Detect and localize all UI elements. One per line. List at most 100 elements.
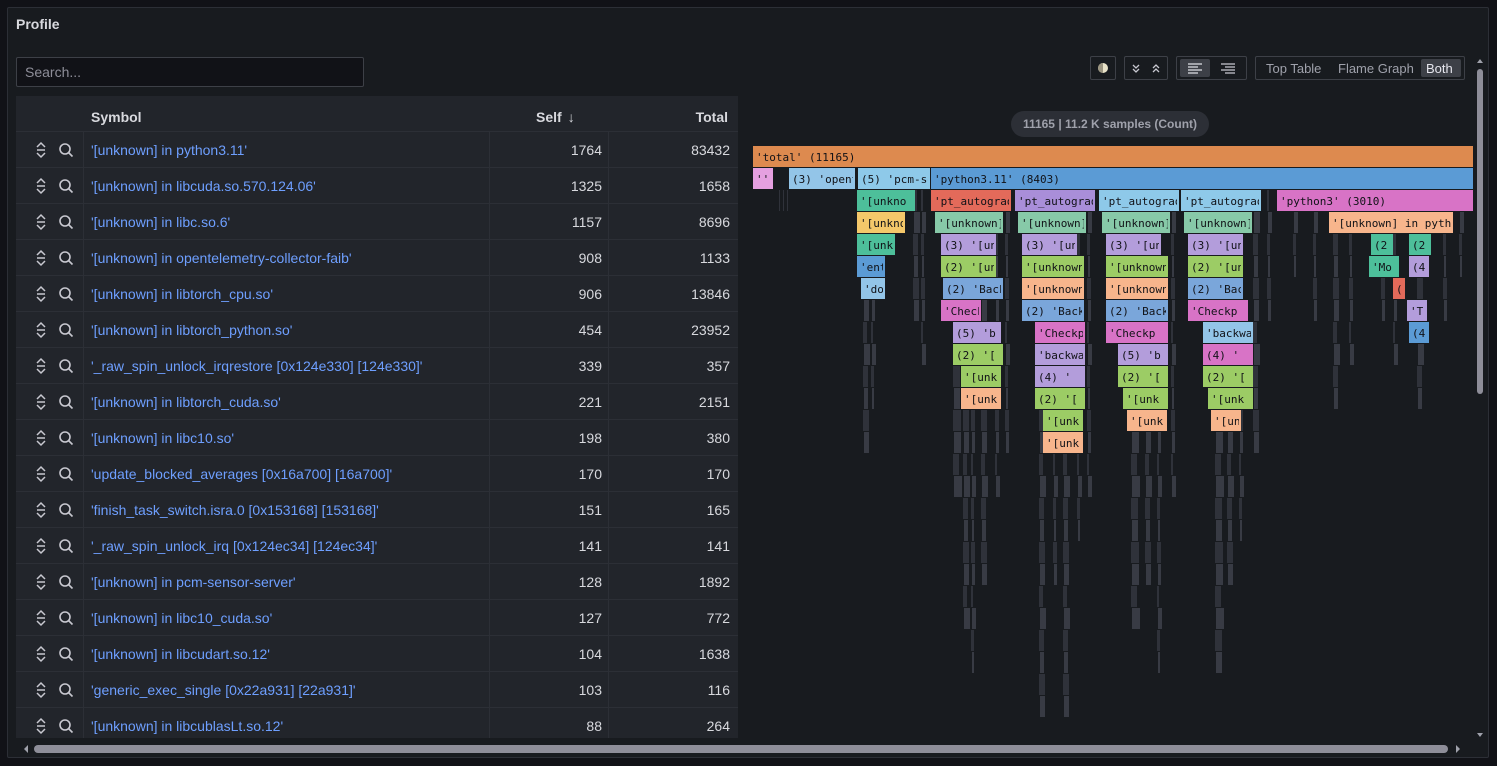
flame-frame-collapsed[interactable] (913, 278, 919, 299)
table-row[interactable]: '[unknown] in libtorch_python.so' 454 2395… (16, 312, 738, 348)
sandwich-view-icon[interactable] (34, 573, 48, 591)
flame-frame-collapsed[interactable] (1157, 454, 1159, 475)
flame-frame[interactable]: (5) 'b (1118, 344, 1168, 365)
flame-frame[interactable]: (4 (1409, 256, 1429, 277)
flame-frame[interactable]: (4 (1409, 322, 1429, 343)
flame-frame-collapsed[interactable] (1088, 212, 1092, 233)
flame-frame[interactable]: 'Checkp (1035, 322, 1085, 343)
table-row[interactable]: '[unknown] in pcm-sensor-server' 128 1892 (16, 564, 738, 600)
flame-frame[interactable]: '[unknown] (1184, 212, 1253, 233)
flame-frame[interactable]: (3) '[unk (1022, 234, 1085, 255)
flame-frame[interactable]: (5) 'pcm-se (858, 168, 934, 189)
flame-frame[interactable]: (3) '[unk (1188, 234, 1251, 255)
flame-frame[interactable]: 'Checkp (941, 300, 990, 321)
flame-frame[interactable]: (3 (1393, 278, 1409, 299)
sandwich-view-icon[interactable] (34, 717, 48, 735)
flame-frame-collapsed[interactable] (1333, 322, 1337, 343)
flame-frame-collapsed[interactable] (1172, 256, 1174, 277)
flame-frame[interactable]: '[unkno (857, 212, 906, 233)
expand-all-button[interactable] (1147, 59, 1165, 77)
flame-frame[interactable]: (2) 'Back (943, 278, 1006, 299)
flame-frame[interactable]: '[unk (1211, 410, 1247, 431)
flame-frame-collapsed[interactable] (1313, 234, 1316, 255)
flame-frame-collapsed[interactable] (1040, 520, 1044, 541)
flame-frame[interactable]: '[unknown] (1022, 278, 1091, 299)
symbol-link[interactable]: '[unknown] in libcuda.so.570.124.06' (91, 178, 316, 194)
flame-frame-collapsed[interactable] (982, 432, 987, 453)
flame-frame-collapsed[interactable] (1216, 564, 1223, 585)
search-icon[interactable] (58, 430, 74, 446)
flame-frame-collapsed[interactable] (1418, 344, 1424, 365)
flame-frame-collapsed[interactable] (1314, 300, 1317, 321)
flame-frame-collapsed[interactable] (1227, 498, 1232, 519)
flame-frame-collapsed[interactable] (1146, 476, 1152, 497)
flame-frame-collapsed[interactable] (1381, 278, 1385, 299)
view-flame-graph-button[interactable]: Flame Graph (1338, 61, 1414, 76)
flame-frame-collapsed[interactable] (1077, 234, 1080, 255)
flame-frame-collapsed[interactable] (1215, 498, 1222, 519)
flame-frame-collapsed[interactable] (982, 564, 987, 585)
flame-frame-collapsed[interactable] (1040, 608, 1046, 629)
flame-frame-collapsed[interactable] (1087, 366, 1090, 387)
column-header-total[interactable]: Total (695, 109, 728, 125)
table-row[interactable]: 'finish_task_switch.isra.0 [0x153168] [1… (16, 492, 738, 528)
flame-frame-collapsed[interactable] (995, 454, 997, 475)
flame-frame-collapsed[interactable] (1268, 212, 1272, 233)
flame-frame-collapsed[interactable] (1172, 432, 1175, 453)
flame-frame-collapsed[interactable] (1350, 300, 1353, 321)
flame-frame-collapsed[interactable] (1443, 234, 1446, 255)
flame-frame-collapsed[interactable] (1240, 476, 1244, 497)
flame-frame-collapsed[interactable] (1006, 212, 1010, 233)
flame-frame-collapsed[interactable] (922, 300, 925, 321)
flame-frame-collapsed[interactable] (971, 498, 974, 519)
flame-frame-collapsed[interactable] (1006, 344, 1010, 365)
flame-frame-collapsed[interactable] (1172, 388, 1174, 409)
sandwich-view-icon[interactable] (34, 285, 48, 303)
flame-frame-collapsed[interactable] (914, 300, 919, 321)
sandwich-view-icon[interactable] (34, 357, 48, 375)
flame-frame-collapsed[interactable] (1145, 454, 1149, 475)
flame-frame-collapsed[interactable] (1254, 300, 1259, 321)
flame-frame-collapsed[interactable] (1228, 432, 1233, 453)
flame-frame-collapsed[interactable] (1394, 300, 1397, 321)
flame-frame[interactable]: 'do (861, 278, 885, 299)
flame-frame-collapsed[interactable] (1254, 432, 1259, 453)
flame-frame-collapsed[interactable] (1215, 630, 1222, 651)
flame-frame-collapsed[interactable] (922, 256, 924, 277)
flame-frame-collapsed[interactable] (1382, 300, 1385, 321)
flame-frame-collapsed[interactable] (981, 454, 985, 475)
flame-frame-collapsed[interactable] (1157, 630, 1160, 651)
flame-frame[interactable]: 'total' (11165) (753, 146, 1473, 167)
flame-frame-collapsed[interactable] (1005, 322, 1007, 343)
flame-frame-collapsed[interactable] (1040, 476, 1046, 497)
flame-graph-canvas[interactable]: 'total' (11165)'' (3) 'opent (5) 'pcm-se'p… (745, 57, 1473, 747)
flame-frame-collapsed[interactable] (921, 234, 924, 255)
flame-frame-collapsed[interactable] (1172, 476, 1176, 497)
flame-frame[interactable]: 'pt_autograd (1099, 190, 1181, 211)
flame-frame-collapsed[interactable] (1158, 608, 1162, 629)
sandwich-view-icon[interactable] (34, 393, 48, 411)
search-icon[interactable] (58, 538, 74, 554)
table-row[interactable]: '[unknown] in opentelemetry-collector-fa… (16, 240, 738, 276)
flame-frame-collapsed[interactable] (1146, 564, 1151, 585)
table-row[interactable]: '_raw_spin_unlock_irq [0x124ec34] [124ec… (16, 528, 738, 564)
flame-frame-collapsed[interactable] (1040, 652, 1044, 673)
flame-frame[interactable]: '[unknown] (1106, 256, 1175, 277)
column-header-symbol[interactable]: Symbol (91, 109, 142, 125)
flame-frame-collapsed[interactable] (1350, 344, 1354, 365)
flame-frame-collapsed[interactable] (1087, 234, 1090, 255)
flame-frame-collapsed[interactable] (1216, 520, 1222, 541)
flame-frame-collapsed[interactable] (864, 344, 870, 365)
flame-frame-collapsed[interactable] (1087, 278, 1091, 299)
flame-frame[interactable]: (2 (1409, 234, 1431, 255)
flame-frame[interactable]: '[unknown] (1106, 278, 1175, 299)
flame-frame-collapsed[interactable] (1077, 498, 1080, 519)
view-top-table-button[interactable]: Top Table (1266, 61, 1322, 76)
search-icon[interactable] (58, 214, 74, 230)
flame-frame[interactable]: '[unknown] (1018, 212, 1087, 233)
flame-frame-collapsed[interactable] (1172, 212, 1176, 233)
symbol-link[interactable]: '[unknown] in libcudart.so.12' (91, 646, 270, 662)
flame-frame-collapsed[interactable] (1039, 542, 1045, 563)
flame-frame-collapsed[interactable] (1064, 520, 1068, 541)
flame-frame-collapsed[interactable] (1087, 322, 1089, 343)
